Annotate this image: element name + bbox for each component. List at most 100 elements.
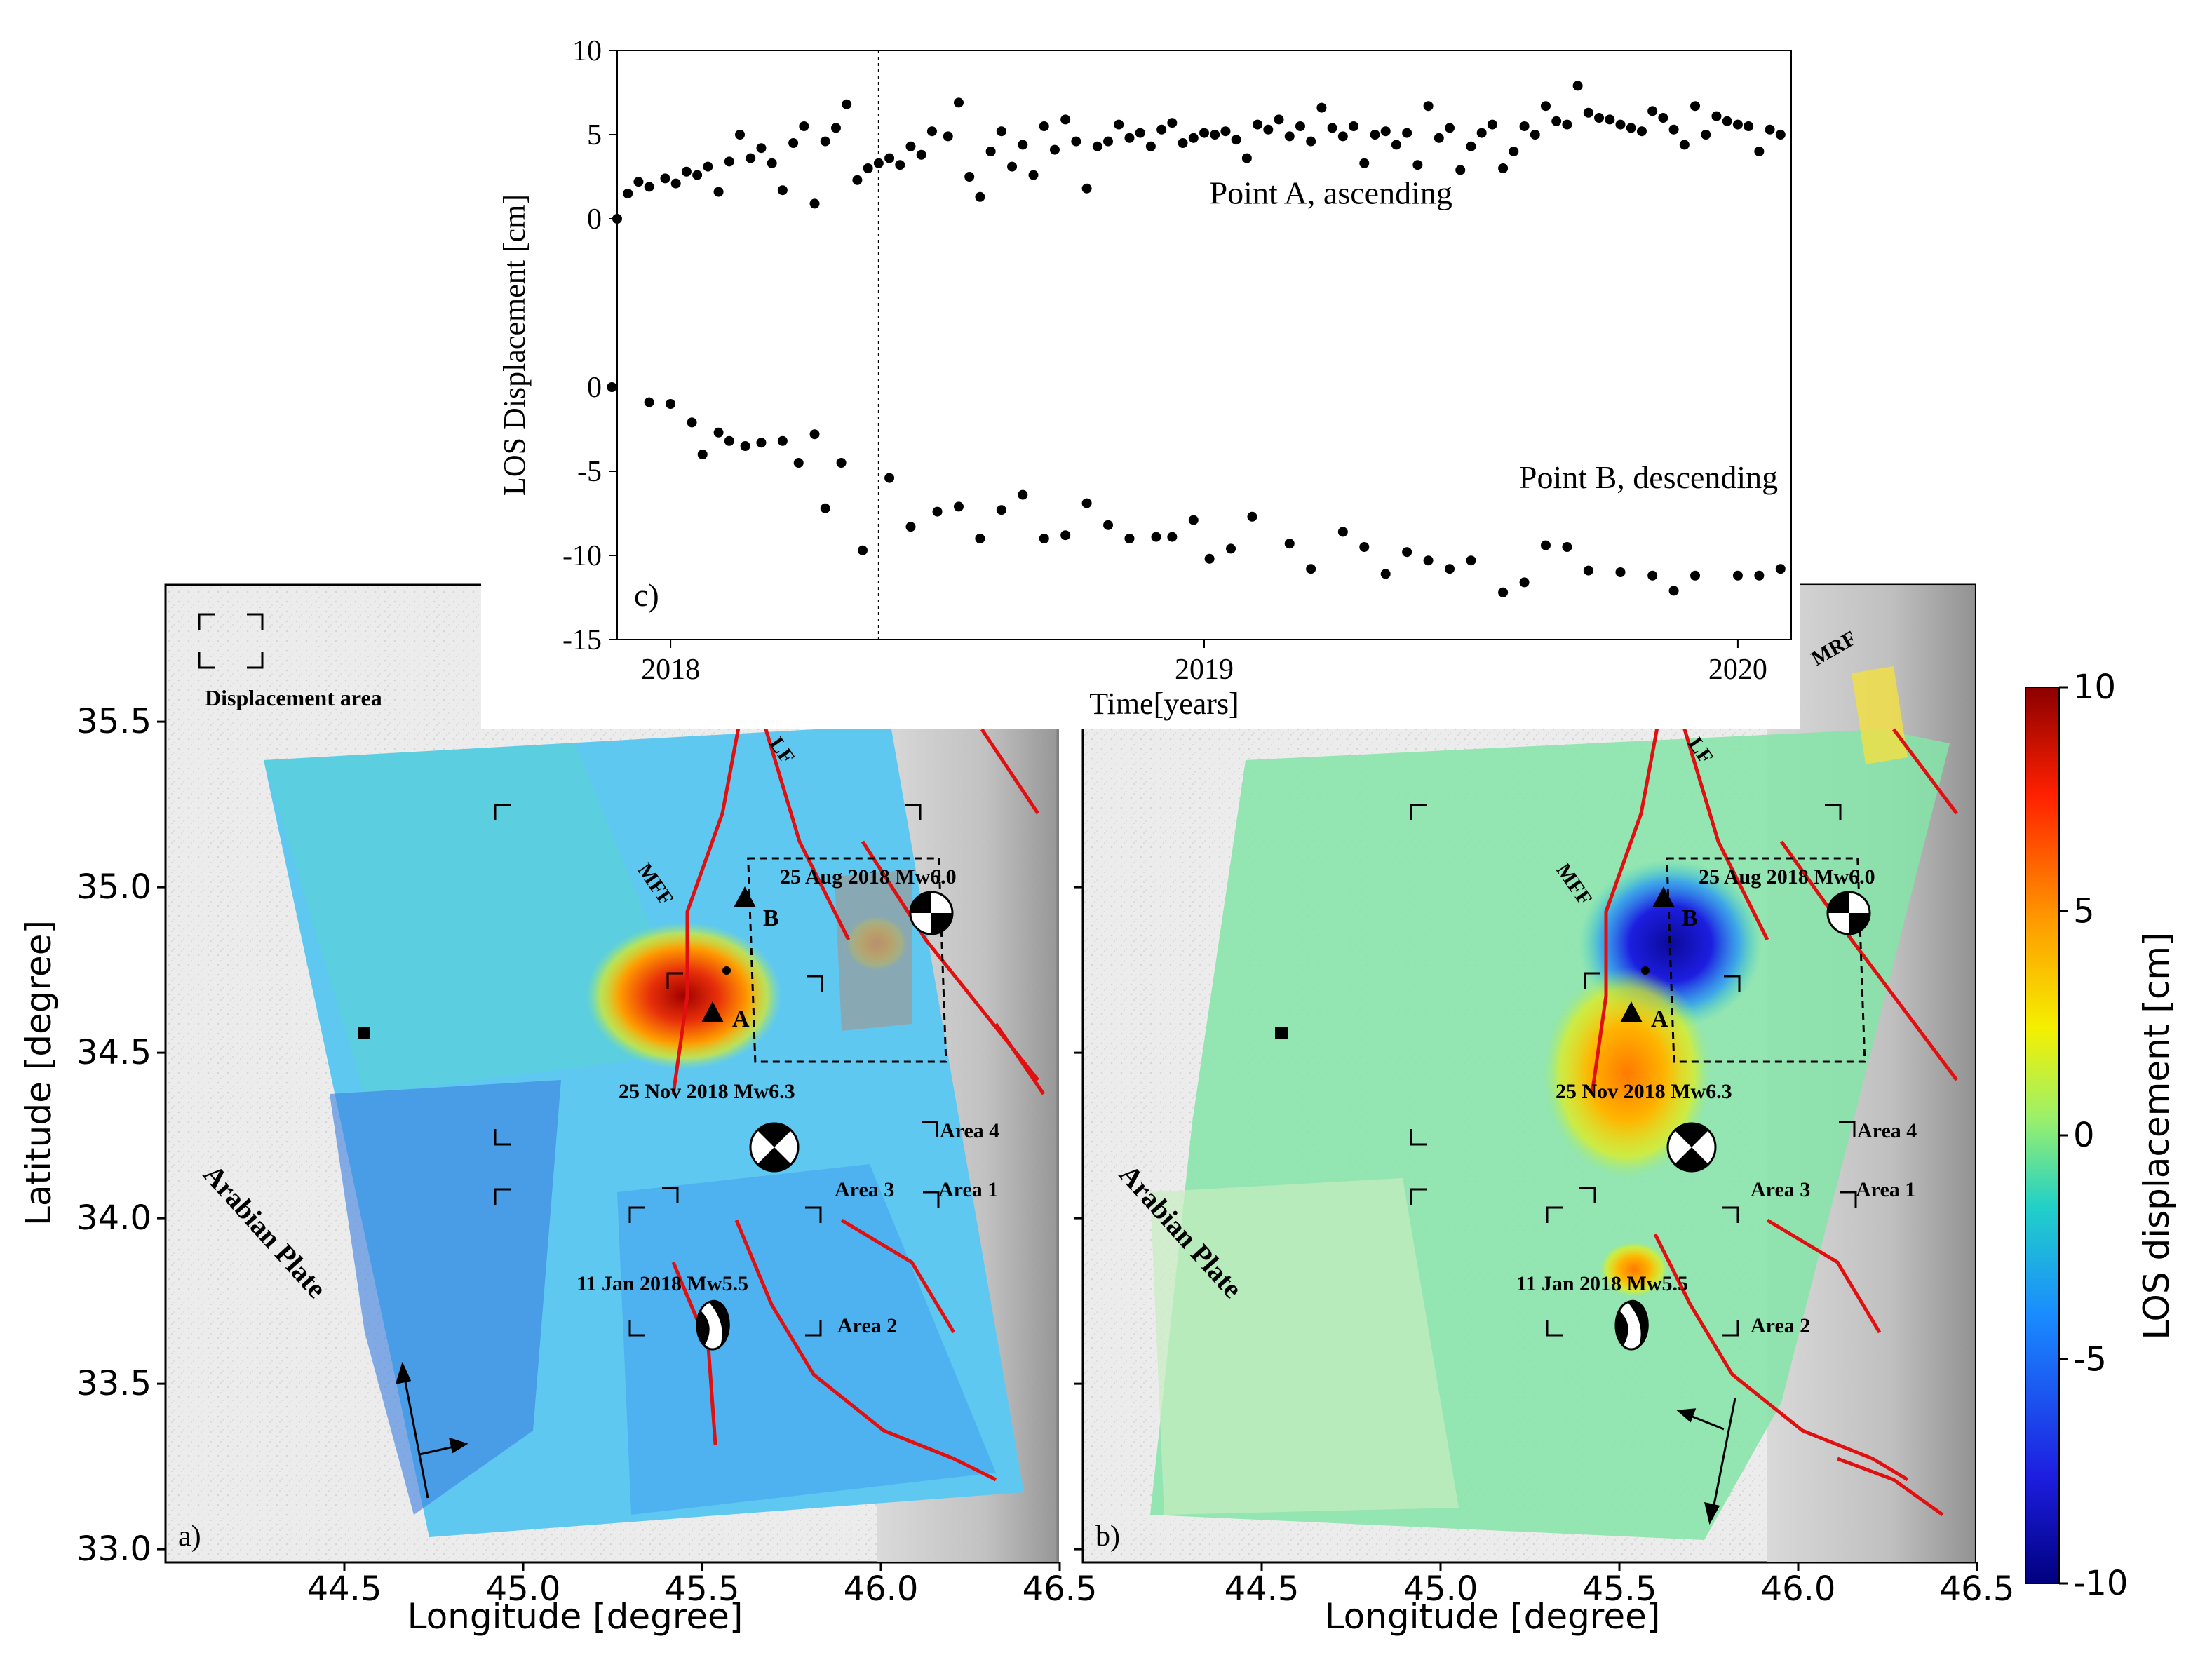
colorbar-tick-label: -10 <box>2073 1564 2128 1603</box>
point-a-marker <box>1263 124 1274 135</box>
map-a-event-jan: 11 Jan 2018 Mw5.5 <box>576 1272 748 1295</box>
map-b-point-b-label: B <box>1682 905 1698 931</box>
point-a-marker <box>1605 114 1615 125</box>
panel-c-ytick-label: 5 <box>587 119 602 151</box>
map-b-marker-a <box>1620 1001 1643 1022</box>
map-ytick-label: 34.0 <box>76 1198 151 1238</box>
point-a-marker <box>1455 165 1466 175</box>
point-a-marker <box>863 163 873 173</box>
point-b-marker <box>1423 555 1434 566</box>
point-a-marker <box>777 185 788 196</box>
point-b-marker <box>1359 542 1370 552</box>
point-a-marker <box>820 136 830 147</box>
point-a-marker <box>1434 133 1444 143</box>
point-b-marker <box>1647 570 1658 581</box>
panel-c-xlabel: Time[years] <box>1089 687 1239 721</box>
map-b-xtick-label: 46.0 <box>1761 1569 1836 1609</box>
point-b-marker <box>777 435 788 446</box>
point-a-marker <box>943 131 953 142</box>
point-a-marker <box>633 177 644 187</box>
point-a-marker <box>1765 124 1775 135</box>
colorbar-tick-label: 10 <box>2073 668 2116 707</box>
point-b-marker <box>905 522 916 532</box>
map-b-area-brackets <box>1410 804 1857 1337</box>
point-a-marker <box>1530 130 1540 140</box>
point-a-marker <box>799 121 809 131</box>
point-a-marker <box>1135 128 1145 138</box>
point-a-marker <box>1540 101 1551 112</box>
map-a-event-nov: 25 Nov 2018 Mw6.3 <box>619 1080 795 1103</box>
point-b-marker <box>1732 570 1743 581</box>
point-a-marker <box>767 158 777 168</box>
point-a-marker <box>1391 140 1401 150</box>
point-b-marker <box>1081 498 1092 508</box>
point-b-marker <box>1445 564 1455 574</box>
point-a-marker <box>1551 116 1562 126</box>
point-a-marker <box>1615 119 1626 130</box>
point-b-marker <box>740 441 750 451</box>
map-panel-ascending: Displacement area Arabian Plate MFF LF B… <box>164 583 1059 1564</box>
map-a-xtick-label: 44.5 <box>307 1569 382 1609</box>
map-a-focal-mechanism-nov <box>749 1122 800 1173</box>
point-b-marker <box>1306 564 1316 574</box>
map-a-area-2: Area 2 <box>837 1314 897 1337</box>
map-b-northeast-patch <box>1852 666 1908 764</box>
point-a-marker <box>1668 124 1679 135</box>
panel-c-ytick-label: 0 <box>587 203 602 236</box>
colorbar: 10 5 0 -5 -10 LOS displacement [cm] <box>2025 668 2177 1603</box>
point-b-marker <box>1540 540 1551 550</box>
map-a-zoom-box <box>747 857 947 1063</box>
point-b-marker <box>1124 534 1135 543</box>
point-a-marker <box>746 153 756 163</box>
point-a-marker <box>842 99 852 109</box>
point-a-marker <box>1754 147 1765 156</box>
point-b-marker <box>932 506 943 517</box>
point-a-marker <box>926 126 937 137</box>
map-b-xlabel: Longitude [degree] <box>1325 1596 1661 1637</box>
point-a-marker <box>964 172 975 182</box>
point-a-marker <box>1081 183 1092 194</box>
point-a-marker <box>1018 140 1028 150</box>
map-b-flight-arrow <box>1676 1398 1736 1525</box>
point-b-marker <box>836 458 847 468</box>
point-b-marker <box>953 501 964 512</box>
point-a-marker <box>1210 130 1220 140</box>
point-b-marker <box>1039 534 1049 543</box>
point-a-marker <box>681 166 692 177</box>
map-a-focal-mechanism-jan <box>695 1299 731 1351</box>
point-a-marker <box>1241 153 1252 163</box>
map-a-xtick-label: 46.5 <box>1023 1569 1098 1609</box>
point-b-marker <box>1402 547 1412 558</box>
point-b-marker <box>644 397 654 407</box>
point-b-marker <box>1018 489 1028 500</box>
map-b-xtick-label: 46.5 <box>1940 1569 2015 1609</box>
point-a-marker <box>1380 126 1391 137</box>
colorbar-tick-label: 0 <box>2073 1116 2095 1155</box>
point-b-marker <box>975 534 985 543</box>
point-b-marker <box>1060 530 1071 541</box>
point-a-marker <box>1103 136 1114 147</box>
point-b-marker <box>996 505 1006 515</box>
map-b-focal-mechanism-jan <box>1614 1299 1650 1351</box>
map-b-event-jan: 11 Jan 2018 Mw5.5 <box>1516 1272 1688 1295</box>
point-a-marker <box>1412 160 1423 170</box>
map-a-point-b-label: B <box>763 905 779 931</box>
point-b-marker <box>1498 587 1509 597</box>
point-a-marker <box>713 187 724 197</box>
point-a-marker <box>1039 121 1049 131</box>
map-b-faults <box>1590 701 1958 1517</box>
point-a-marker <box>1167 118 1178 128</box>
map-b-xtick-label: 45.5 <box>1582 1569 1657 1609</box>
point-a-marker <box>660 173 670 184</box>
map-ytick-label: 35.0 <box>76 867 151 907</box>
point-a-marker <box>1092 141 1102 151</box>
point-a-marker <box>1199 128 1209 138</box>
map-ytick-label: 33.5 <box>76 1364 151 1403</box>
point-a-marker <box>996 126 1006 137</box>
point-b-marker <box>1337 527 1348 537</box>
point-a-marker <box>644 182 654 192</box>
point-a-marker <box>1487 119 1497 130</box>
colorbar-tick-label: 5 <box>2073 892 2095 931</box>
map-b-city-marker <box>1275 1027 1288 1039</box>
